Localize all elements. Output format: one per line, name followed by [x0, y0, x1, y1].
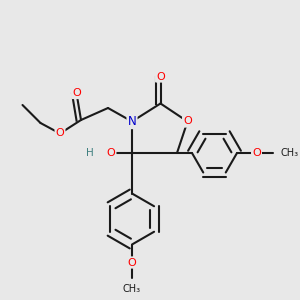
Text: O: O: [128, 257, 136, 268]
Text: H: H: [86, 148, 94, 158]
Text: O: O: [56, 128, 64, 139]
Text: N: N: [128, 115, 136, 128]
Text: O: O: [252, 148, 261, 158]
Text: O: O: [183, 116, 192, 127]
Text: O: O: [156, 71, 165, 82]
Text: O: O: [72, 88, 81, 98]
Text: CH₃: CH₃: [280, 148, 298, 158]
Text: O: O: [106, 148, 116, 158]
Text: CH₃: CH₃: [123, 284, 141, 294]
